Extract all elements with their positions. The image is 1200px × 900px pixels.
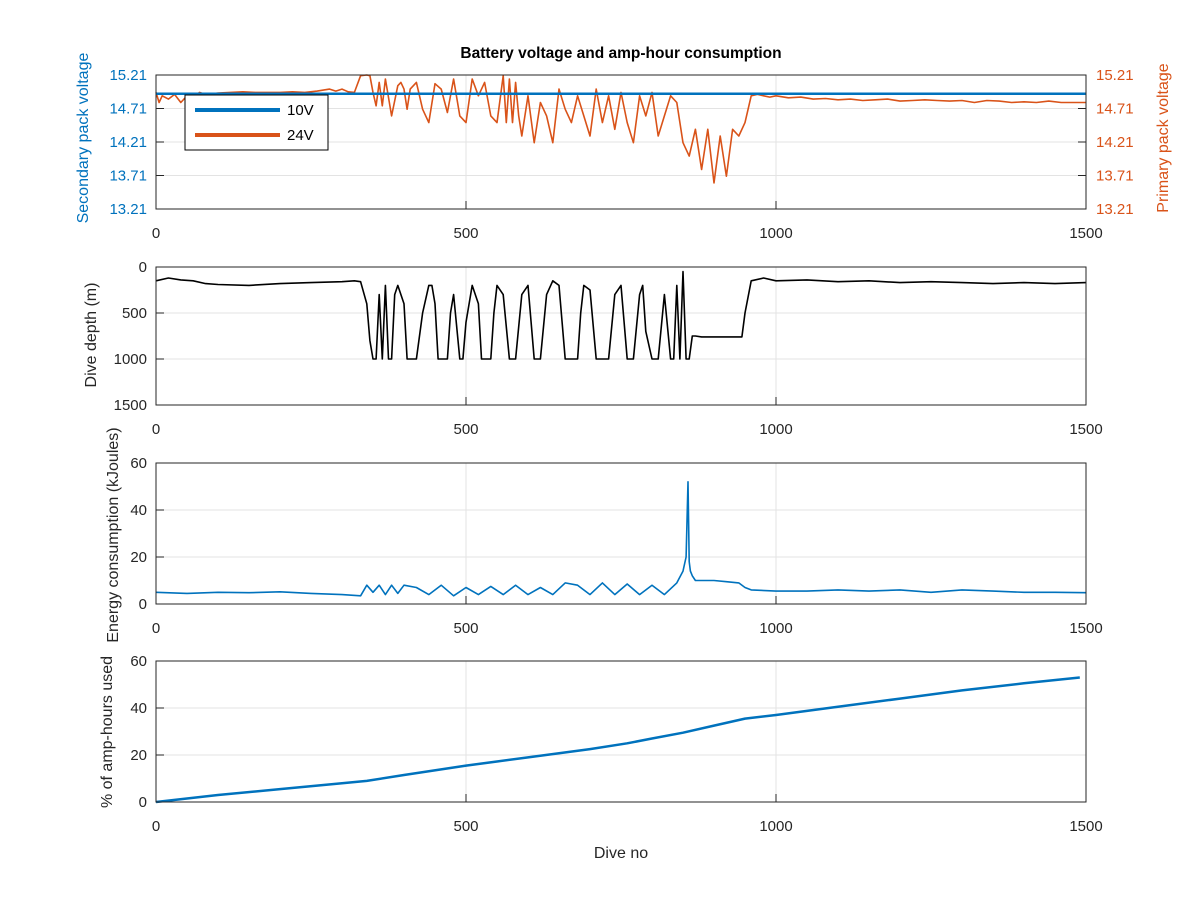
y-tick-label: 0 <box>139 794 147 811</box>
y-tick-label: 1500 <box>114 397 147 414</box>
x-tick-label: 0 <box>152 620 160 637</box>
y-tick-label: 0 <box>139 596 147 613</box>
y-tick-label: 13.21 <box>109 201 147 218</box>
series-line-2 <box>155 480 1087 597</box>
series-line-24v <box>155 74 1086 184</box>
voltage-series <box>155 74 1086 184</box>
amphours-axis-title: % of amp-hours used <box>99 656 116 808</box>
amphours-y-axis: 0 20 40 60 <box>130 653 164 811</box>
x-tick-label: 500 <box>453 421 478 438</box>
energy-axis-title: Energy consumption (kJoules) <box>105 427 122 642</box>
voltage-panel: Battery voltage and amp-hour consumption… <box>75 45 1172 242</box>
y-tick-label: 40 <box>130 700 147 717</box>
x-tick-label: 1500 <box>1069 421 1102 438</box>
legend-label-24v: 24V <box>287 127 314 144</box>
x-tick-label: 1000 <box>759 818 792 835</box>
x-axis-title: Dive no <box>594 845 648 862</box>
energy-series <box>155 480 1087 597</box>
right-tick-label: 13.21 <box>1096 201 1134 218</box>
amphours-x-axis: 0 500 1000 1500 <box>152 794 1103 835</box>
series-line-1 <box>155 270 1087 360</box>
y-tick-label: 14.71 <box>109 101 147 118</box>
x-tick-label: 0 <box>152 421 160 438</box>
x-tick-label: 1000 <box>759 225 792 242</box>
y-tick-label: 60 <box>130 653 147 670</box>
right-tick-label: 14.21 <box>1096 134 1134 151</box>
y-tick-label: 40 <box>130 502 147 519</box>
right-axis-title: Primary pack voltage <box>1155 63 1172 212</box>
right-tick-label: 14.71 <box>1096 101 1134 118</box>
legend-box <box>184 94 329 151</box>
y-tick-label: 60 <box>130 455 147 472</box>
x-tick-label: 0 <box>152 225 160 242</box>
legend: 10V 24V <box>184 94 329 151</box>
x-tick-label: 1000 <box>759 620 792 637</box>
y-tick-label: 0 <box>139 259 147 276</box>
depth-series <box>155 270 1087 360</box>
energy-panel: 0 500 1000 1500 0 20 40 60 Energy consumption … <box>105 427 1103 642</box>
x-tick-label: 1500 <box>1069 620 1102 637</box>
voltage-right-axis: 13.21 13.71 14.21 14.71 15.21 <box>1078 67 1134 218</box>
x-tick-label: 0 <box>152 818 160 835</box>
energy-y-axis: 0 20 40 60 <box>130 455 164 613</box>
x-tick-label: 1500 <box>1069 818 1102 835</box>
chart-title: Battery voltage and amp-hour consumption <box>460 45 781 62</box>
y-tick-label: 14.21 <box>109 134 147 151</box>
legend-label-10v: 10V <box>287 102 314 119</box>
depth-panel: 0 500 1000 1500 0 500 1000 1500 Dive depth (m) <box>83 259 1103 438</box>
y-tick-label: 500 <box>122 305 147 322</box>
right-tick-label: 13.71 <box>1096 168 1134 185</box>
x-tick-label: 500 <box>453 620 478 637</box>
left-axis-title: Secondary pack voltage <box>75 53 92 224</box>
x-tick-label: 1500 <box>1069 225 1102 242</box>
depth-x-axis: 0 500 1000 1500 <box>152 397 1103 438</box>
x-tick-label: 1000 <box>759 421 792 438</box>
y-tick-label: 13.71 <box>109 168 147 185</box>
energy-axes-frame <box>155 462 1087 605</box>
energy-x-axis: 0 500 1000 1500 <box>152 596 1103 637</box>
y-tick-label: 1000 <box>114 351 147 368</box>
right-tick-label: 15.21 <box>1096 67 1134 84</box>
depth-y-axis: 0 500 1000 1500 <box>114 259 164 414</box>
x-tick-label: 500 <box>453 225 478 242</box>
x-tick-label: 500 <box>453 818 478 835</box>
amphours-panel: 0 500 1000 1500 0 20 40 60 % of amp-hours used… <box>99 653 1103 862</box>
voltage-x-axis: 0 500 1000 1500 <box>152 201 1103 242</box>
amphours-series <box>155 676 1080 804</box>
depth-axes-frame <box>155 266 1087 406</box>
y-tick-label: 20 <box>130 549 147 566</box>
y-tick-label: 20 <box>130 747 147 764</box>
voltage-left-axis: 13.21 13.71 14.21 14.71 15.21 <box>109 67 164 218</box>
depth-axis-title: Dive depth (m) <box>83 283 100 388</box>
amphours-axes-frame <box>155 660 1087 803</box>
series-line-3 <box>155 676 1080 804</box>
y-tick-label: 15.21 <box>109 67 147 84</box>
